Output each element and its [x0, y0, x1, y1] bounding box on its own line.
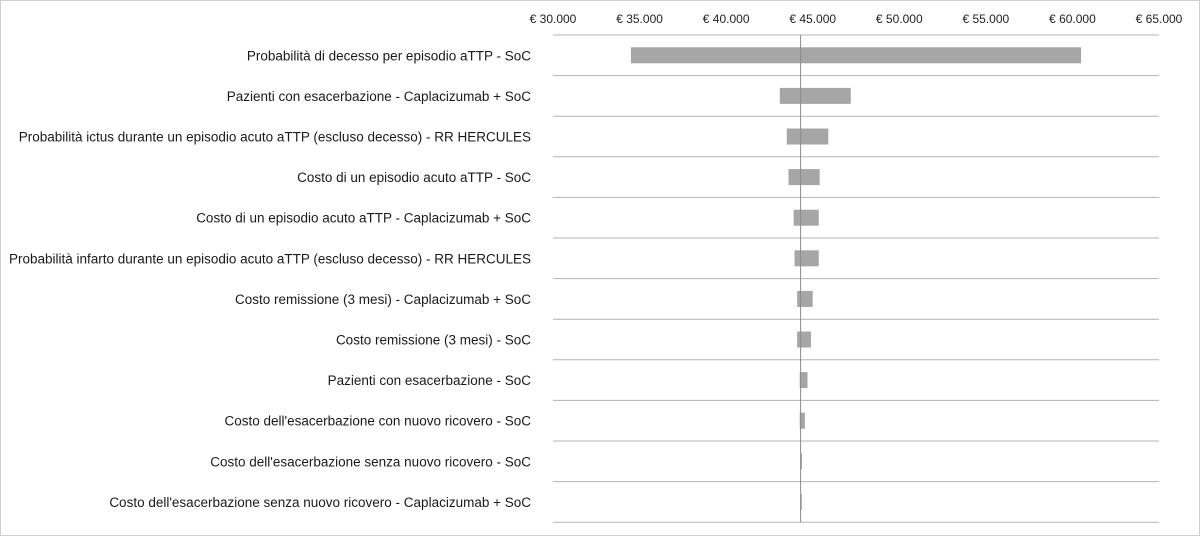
x-tick-label: € 45.000 [789, 12, 836, 26]
category-label: Costo di un episodio acuto aTTP - SoC [297, 170, 531, 185]
x-tick-label: € 30.000 [530, 12, 577, 26]
x-tick-label: € 35.000 [616, 12, 663, 26]
tornado-bar [797, 290, 813, 307]
category-label: Probabilità ictus durante un episodio ac… [19, 130, 531, 145]
tornado-bar [800, 493, 802, 510]
category-label: Costo remissione (3 mesi) - SoC [336, 333, 531, 348]
tornado-bar [793, 209, 819, 226]
tornado-bar [630, 47, 1082, 64]
x-tick-label: € 40.000 [703, 12, 750, 26]
tornado-bar [799, 372, 808, 389]
tornado-bar [794, 250, 819, 267]
tornado-bar [788, 169, 820, 186]
x-tick-label: € 60.000 [1049, 12, 1096, 26]
category-label: Probabilità di decesso per episodio aTTP… [247, 48, 531, 63]
row-dividers [553, 34, 1159, 523]
tornado-bar [786, 128, 829, 145]
x-tick-label: € 55.000 [962, 12, 1009, 26]
category-label: Pazienti con esacerbazione - SoC [328, 373, 532, 388]
x-tick-label: € 65.000 [1136, 12, 1183, 26]
category-label: Costo dell'esacerbazione senza nuovo ric… [210, 454, 531, 469]
category-label: Costo dell'esacerbazione con nuovo ricov… [225, 414, 532, 429]
category-label: Costo remissione (3 mesi) - Caplacizumab… [235, 292, 531, 307]
category-labels: Probabilità di decesso per episodio aTTP… [9, 48, 531, 510]
category-label: Pazienti con esacerbazione - Caplacizuma… [227, 89, 532, 104]
tornado-bar [779, 87, 851, 104]
x-axis-ticks: € 30.000 € 35.000 € 40.000 € 45.000 € 50.000… [530, 12, 1183, 26]
category-label: Costo di un episodio acuto aTTP - Caplac… [196, 211, 531, 226]
x-tick-label: € 50.000 [876, 12, 923, 26]
tornado-bar [800, 453, 802, 470]
tornado-bar [797, 331, 811, 348]
category-label: Probabilità infarto durante un episodio … [9, 251, 531, 266]
category-label: Costo dell'esacerbazione senza nuovo ric… [109, 495, 531, 510]
tornado-bar [799, 412, 805, 429]
